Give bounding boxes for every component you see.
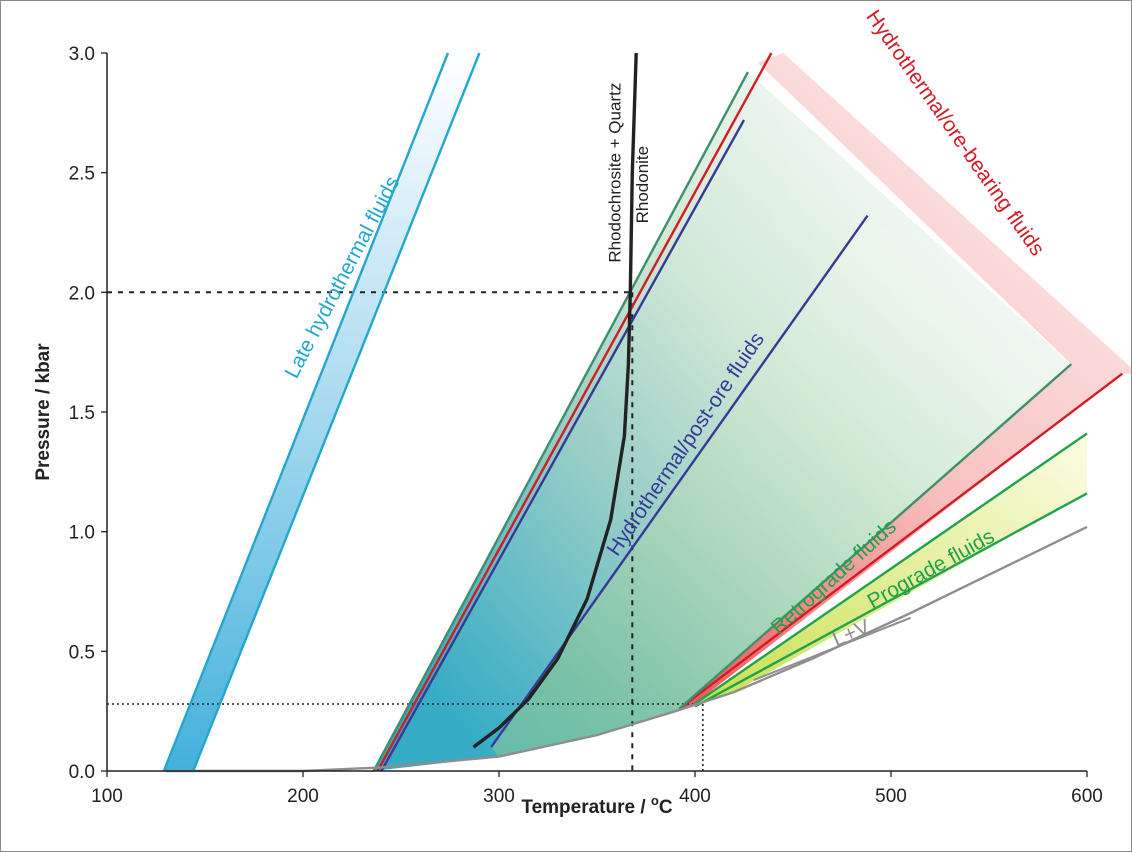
x-tick-label: 400 [679, 786, 711, 807]
y-axis-title: Pressure / kbar [33, 343, 54, 481]
line-late-hydrothermal-fluids-2 [192, 52, 481, 772]
ticks: 100 200 300 400 500 600 0.0 0.5 1.0 1.5 2.0 2.5 3.0 [69, 44, 1103, 807]
x-tick-label: 300 [483, 786, 515, 807]
reaction-curve [472, 52, 638, 749]
fill-ore_band [679, 53, 1131, 709]
x-tick-label: 600 [1071, 786, 1103, 807]
line-hydrothermal-post-ore-fluids-2 [490, 215, 869, 748]
x-tick-label: 200 [287, 786, 319, 807]
y-tick-label: 2.5 [69, 164, 95, 185]
line-hydrothermal-ore-bearing-fluids-1 [376, 52, 773, 772]
series-lines [162, 52, 1124, 772]
lv-label-line [753, 616, 911, 682]
x-axis-title-unit: C [659, 797, 673, 818]
rhodochrosite-quartz-label: Rhodochrosite + Quartz [606, 83, 625, 263]
line-late-hydrothermal-fluids-1 [162, 52, 450, 772]
curve-layer [165, 52, 1088, 773]
y-tick-label: 2.0 [69, 283, 95, 304]
x-axis-title-main: Temperature / [521, 797, 651, 818]
y-tick-label: 1.5 [69, 403, 95, 424]
line-retrograde-fluids-1 [372, 71, 749, 772]
line-retrograde-fluids-2 [678, 363, 1073, 710]
y-tick-label: 0.5 [69, 642, 95, 663]
x-tick-label: 500 [875, 786, 907, 807]
line-prograde-fluids-2 [694, 492, 1088, 708]
y-tick-label: 3.0 [69, 44, 95, 65]
lv-curve [165, 525, 1088, 773]
x-axis-title-sup: o [651, 793, 659, 808]
line-prograde-fluids-1 [690, 432, 1088, 708]
rhodonite-label: Rhodonite [633, 146, 652, 224]
line-hydrothermal-post-ore-fluids-1 [380, 119, 746, 772]
fill-late_fill [163, 53, 480, 771]
y-tick-label: 0.0 [69, 762, 95, 783]
x-tick-label: 100 [91, 786, 123, 807]
x-axis-title: Temperature / oC [521, 793, 672, 818]
reference-lines [107, 291, 704, 771]
fill-green-wash [491, 215, 1072, 757]
y-tick-label: 1.0 [69, 523, 95, 544]
line-hydrothermal-ore-bearing-fluids-2 [678, 372, 1124, 710]
